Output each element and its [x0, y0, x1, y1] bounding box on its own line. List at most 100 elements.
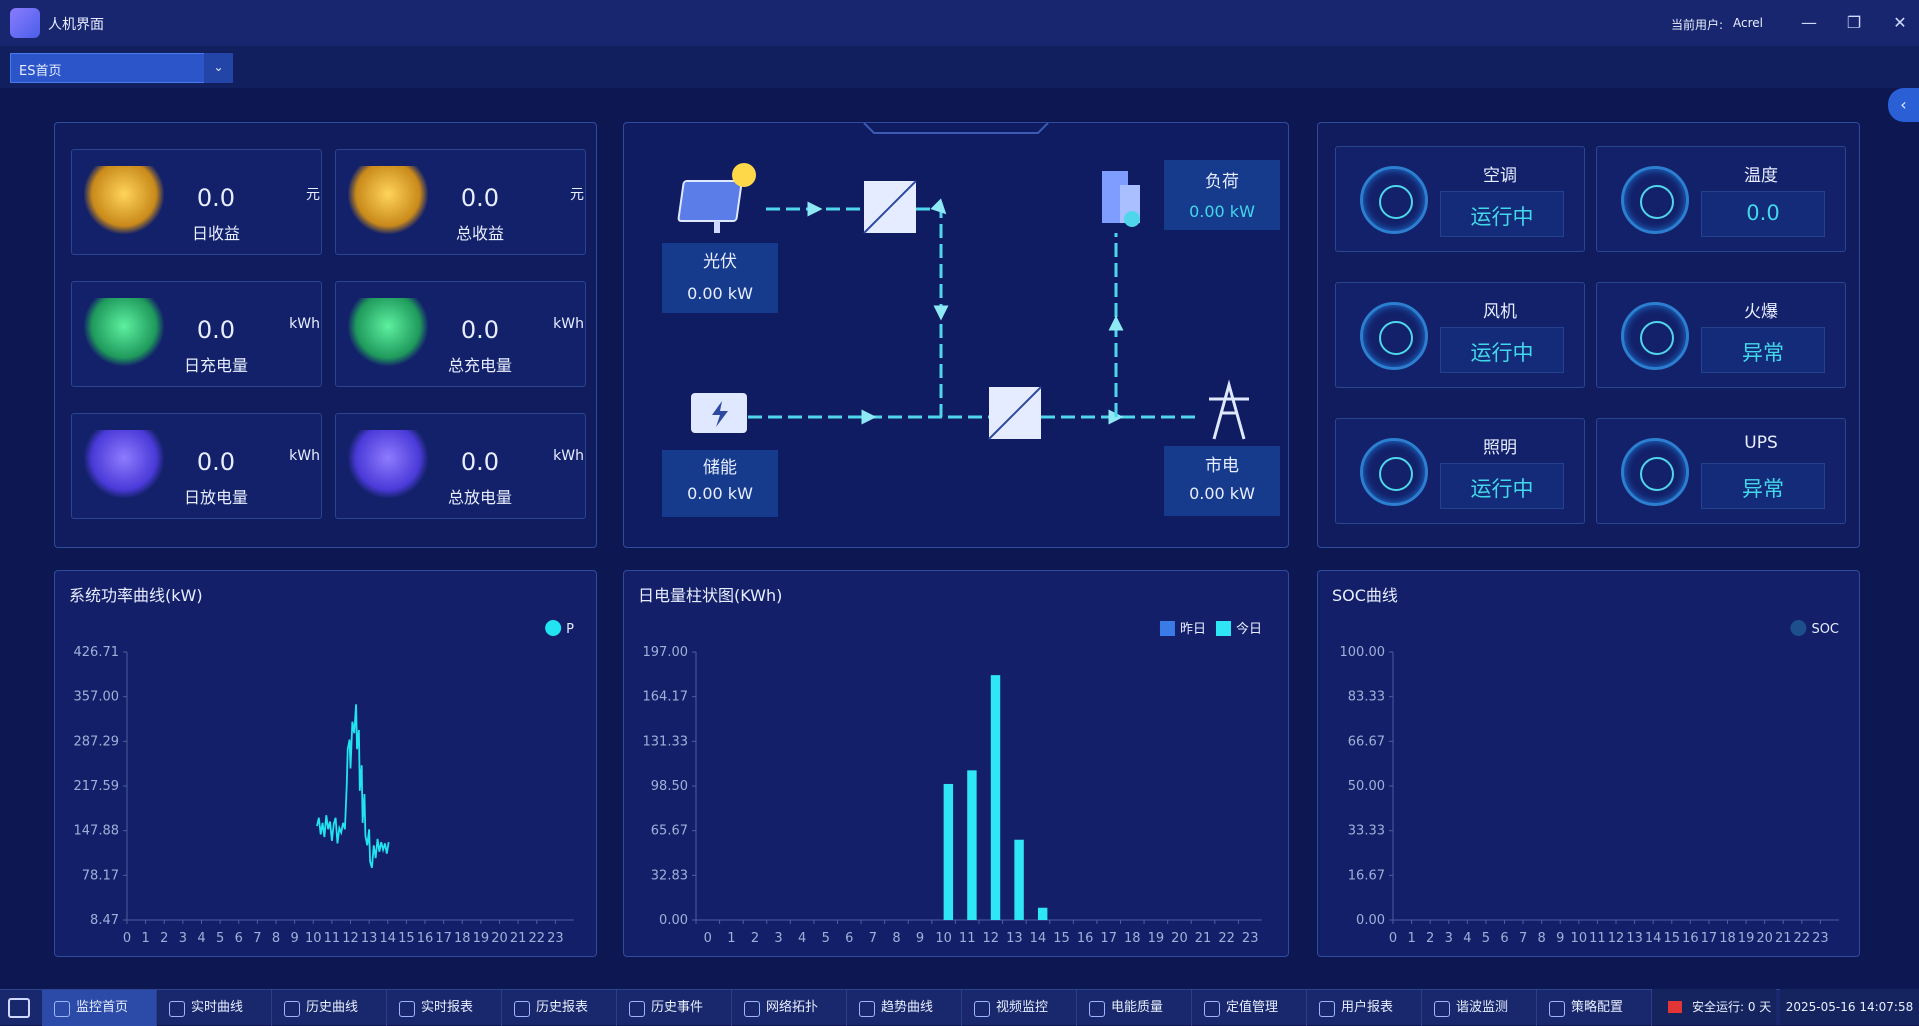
y-tick-label: 131.33	[643, 734, 689, 749]
taskbar-item[interactable]: 谐波监测	[1422, 990, 1537, 1026]
grid-label: 市电	[1205, 456, 1239, 476]
device-icon	[1360, 302, 1428, 370]
x-tick-label: 2	[751, 931, 759, 946]
x-tick-label: 23	[547, 931, 564, 946]
pv-box	[662, 243, 778, 313]
load-box	[1164, 160, 1280, 230]
select-arrow[interactable]: ⌄	[204, 53, 233, 83]
device-card: 照明 运行中	[1335, 418, 1585, 524]
taskbar-item[interactable]: 视频监控	[962, 990, 1077, 1026]
x-tick-label: 4	[798, 931, 806, 946]
x-tick-label: 22	[528, 931, 545, 946]
stat-icon	[348, 430, 428, 500]
x-tick-label: 13	[1006, 931, 1023, 946]
stat-unit: 元	[570, 187, 584, 203]
legend-label: 今日	[1236, 621, 1262, 637]
device-card: 火爆 异常	[1596, 282, 1846, 388]
datetime: 2025-05-16 14:07:58	[1780, 989, 1919, 1025]
x-tick-label: 12	[1608, 931, 1625, 946]
legend-swatch	[1215, 621, 1231, 636]
stat-icon	[84, 430, 164, 500]
page-select[interactable]: ES首页	[10, 53, 233, 83]
minimize-button[interactable]: —	[1801, 13, 1817, 32]
y-tick-label: 8.47	[90, 913, 119, 928]
x-tick-label: 10	[935, 931, 952, 946]
x-tick-label: 2	[160, 931, 168, 946]
taskbar-item[interactable]: 实时报表	[387, 990, 502, 1026]
device-name: 温度	[1744, 166, 1778, 186]
start-button[interactable]	[8, 998, 30, 1018]
line-series	[316, 704, 390, 869]
taskbar-item[interactable]: 用户报表	[1307, 990, 1422, 1026]
x-tick-label: 17	[435, 931, 452, 946]
bar	[1037, 907, 1048, 920]
x-tick-label: 7	[869, 931, 877, 946]
user-label: 当前用户:	[1671, 18, 1724, 32]
x-tick-label: 0	[123, 931, 131, 946]
chart: SOC曲线 0.00 16.67 33.33 50.00 66.67 83.33 100.00…	[1332, 586, 1839, 946]
flow-lines	[748, 198, 1200, 425]
device-status: 0.0	[1746, 201, 1780, 225]
flow-panel: 光伏 0.00 kW 储能 0.00 kW 负荷 0.00 kW 市电 0.00…	[623, 122, 1289, 548]
collapse-tab[interactable]: ‹	[1888, 88, 1919, 122]
close-button[interactable]: ✕	[1893, 13, 1907, 32]
device-card: UPS 异常	[1596, 418, 1846, 524]
chart-title: 日电量柱状图(KWh)	[638, 586, 782, 605]
bar	[943, 783, 954, 920]
taskbar-item[interactable]: 历史事件	[617, 990, 732, 1026]
x-tick-label: 18	[1719, 931, 1736, 946]
stat-value: 0.0	[196, 316, 236, 344]
x-tick-label: 4	[1463, 931, 1471, 946]
stat-label: 日放电量	[183, 488, 248, 507]
x-tick-label: 13	[1626, 931, 1643, 946]
taskbar-item[interactable]: 监控首页	[42, 990, 157, 1026]
grid-box	[1164, 446, 1280, 516]
taskbar-item[interactable]: 网络拓扑	[732, 990, 847, 1026]
device-name: 照明	[1483, 438, 1517, 458]
device-panel: 空调 运行中 温度 0.0 风机 运行中 火爆 异常 照明 运行中 UPS 异常	[1317, 122, 1860, 548]
maximize-button[interactable]: ❐	[1846, 13, 1862, 32]
taskbar-item[interactable]: 定值管理	[1192, 990, 1307, 1026]
stat-value: 0.0	[460, 316, 500, 344]
stat-label: 总放电量	[447, 488, 512, 507]
pv-icon	[677, 163, 756, 233]
taskbar-item[interactable]: 实时曲线	[157, 990, 272, 1026]
y-tick-label: 83.33	[1348, 690, 1385, 705]
y-tick-label: 78.17	[82, 868, 119, 883]
stat-label: 日充电量	[183, 356, 248, 375]
stat-unit: kWh	[553, 448, 584, 464]
y-tick-label: 0.00	[1356, 913, 1385, 928]
legend-label: P	[566, 622, 574, 637]
x-tick-label: 1	[1407, 931, 1415, 946]
bar	[990, 675, 1001, 920]
device-status: 运行中	[1470, 477, 1534, 501]
taskbar-item[interactable]: 趋势曲线	[847, 990, 962, 1026]
taskbar-item[interactable]: 策略配置	[1537, 990, 1652, 1026]
taskbar-item[interactable]: 历史曲线	[272, 990, 387, 1026]
y-tick-label: 66.67	[1348, 734, 1385, 749]
x-tick-label: 8	[892, 931, 900, 946]
stat-unit: kWh	[553, 316, 584, 332]
status-box	[1701, 463, 1825, 509]
x-tick-label: 1	[727, 931, 735, 946]
pv-label: 光伏	[703, 252, 737, 272]
y-tick-label: 287.29	[74, 734, 120, 749]
x-tick-label: 21	[510, 931, 527, 946]
grid-value: 0.00 kW	[1189, 484, 1255, 503]
stat-value: 0.0	[196, 184, 236, 212]
stat-card: 0.0 元日收益	[71, 149, 322, 255]
x-tick-label: 6	[845, 931, 853, 946]
storage-box	[662, 450, 778, 517]
y-tick-label: 164.17	[643, 690, 689, 705]
device-icon	[1621, 166, 1689, 234]
stat-label: 日收益	[191, 224, 240, 243]
pv-value: 0.00 kW	[687, 284, 753, 303]
chart: 日电量柱状图(KWh) 0.00 32.83 65.67 98.50 131.33 164.…	[638, 586, 1262, 946]
stat-unit: kWh	[289, 448, 320, 464]
pcs-icon	[988, 386, 1042, 440]
x-tick-label: 16	[1077, 931, 1094, 946]
stat-value: 0.0	[460, 184, 500, 212]
taskbar-item[interactable]: 历史报表	[502, 990, 617, 1026]
y-tick-label: 357.00	[74, 690, 120, 705]
taskbar-item[interactable]: 电能质量	[1077, 990, 1192, 1026]
